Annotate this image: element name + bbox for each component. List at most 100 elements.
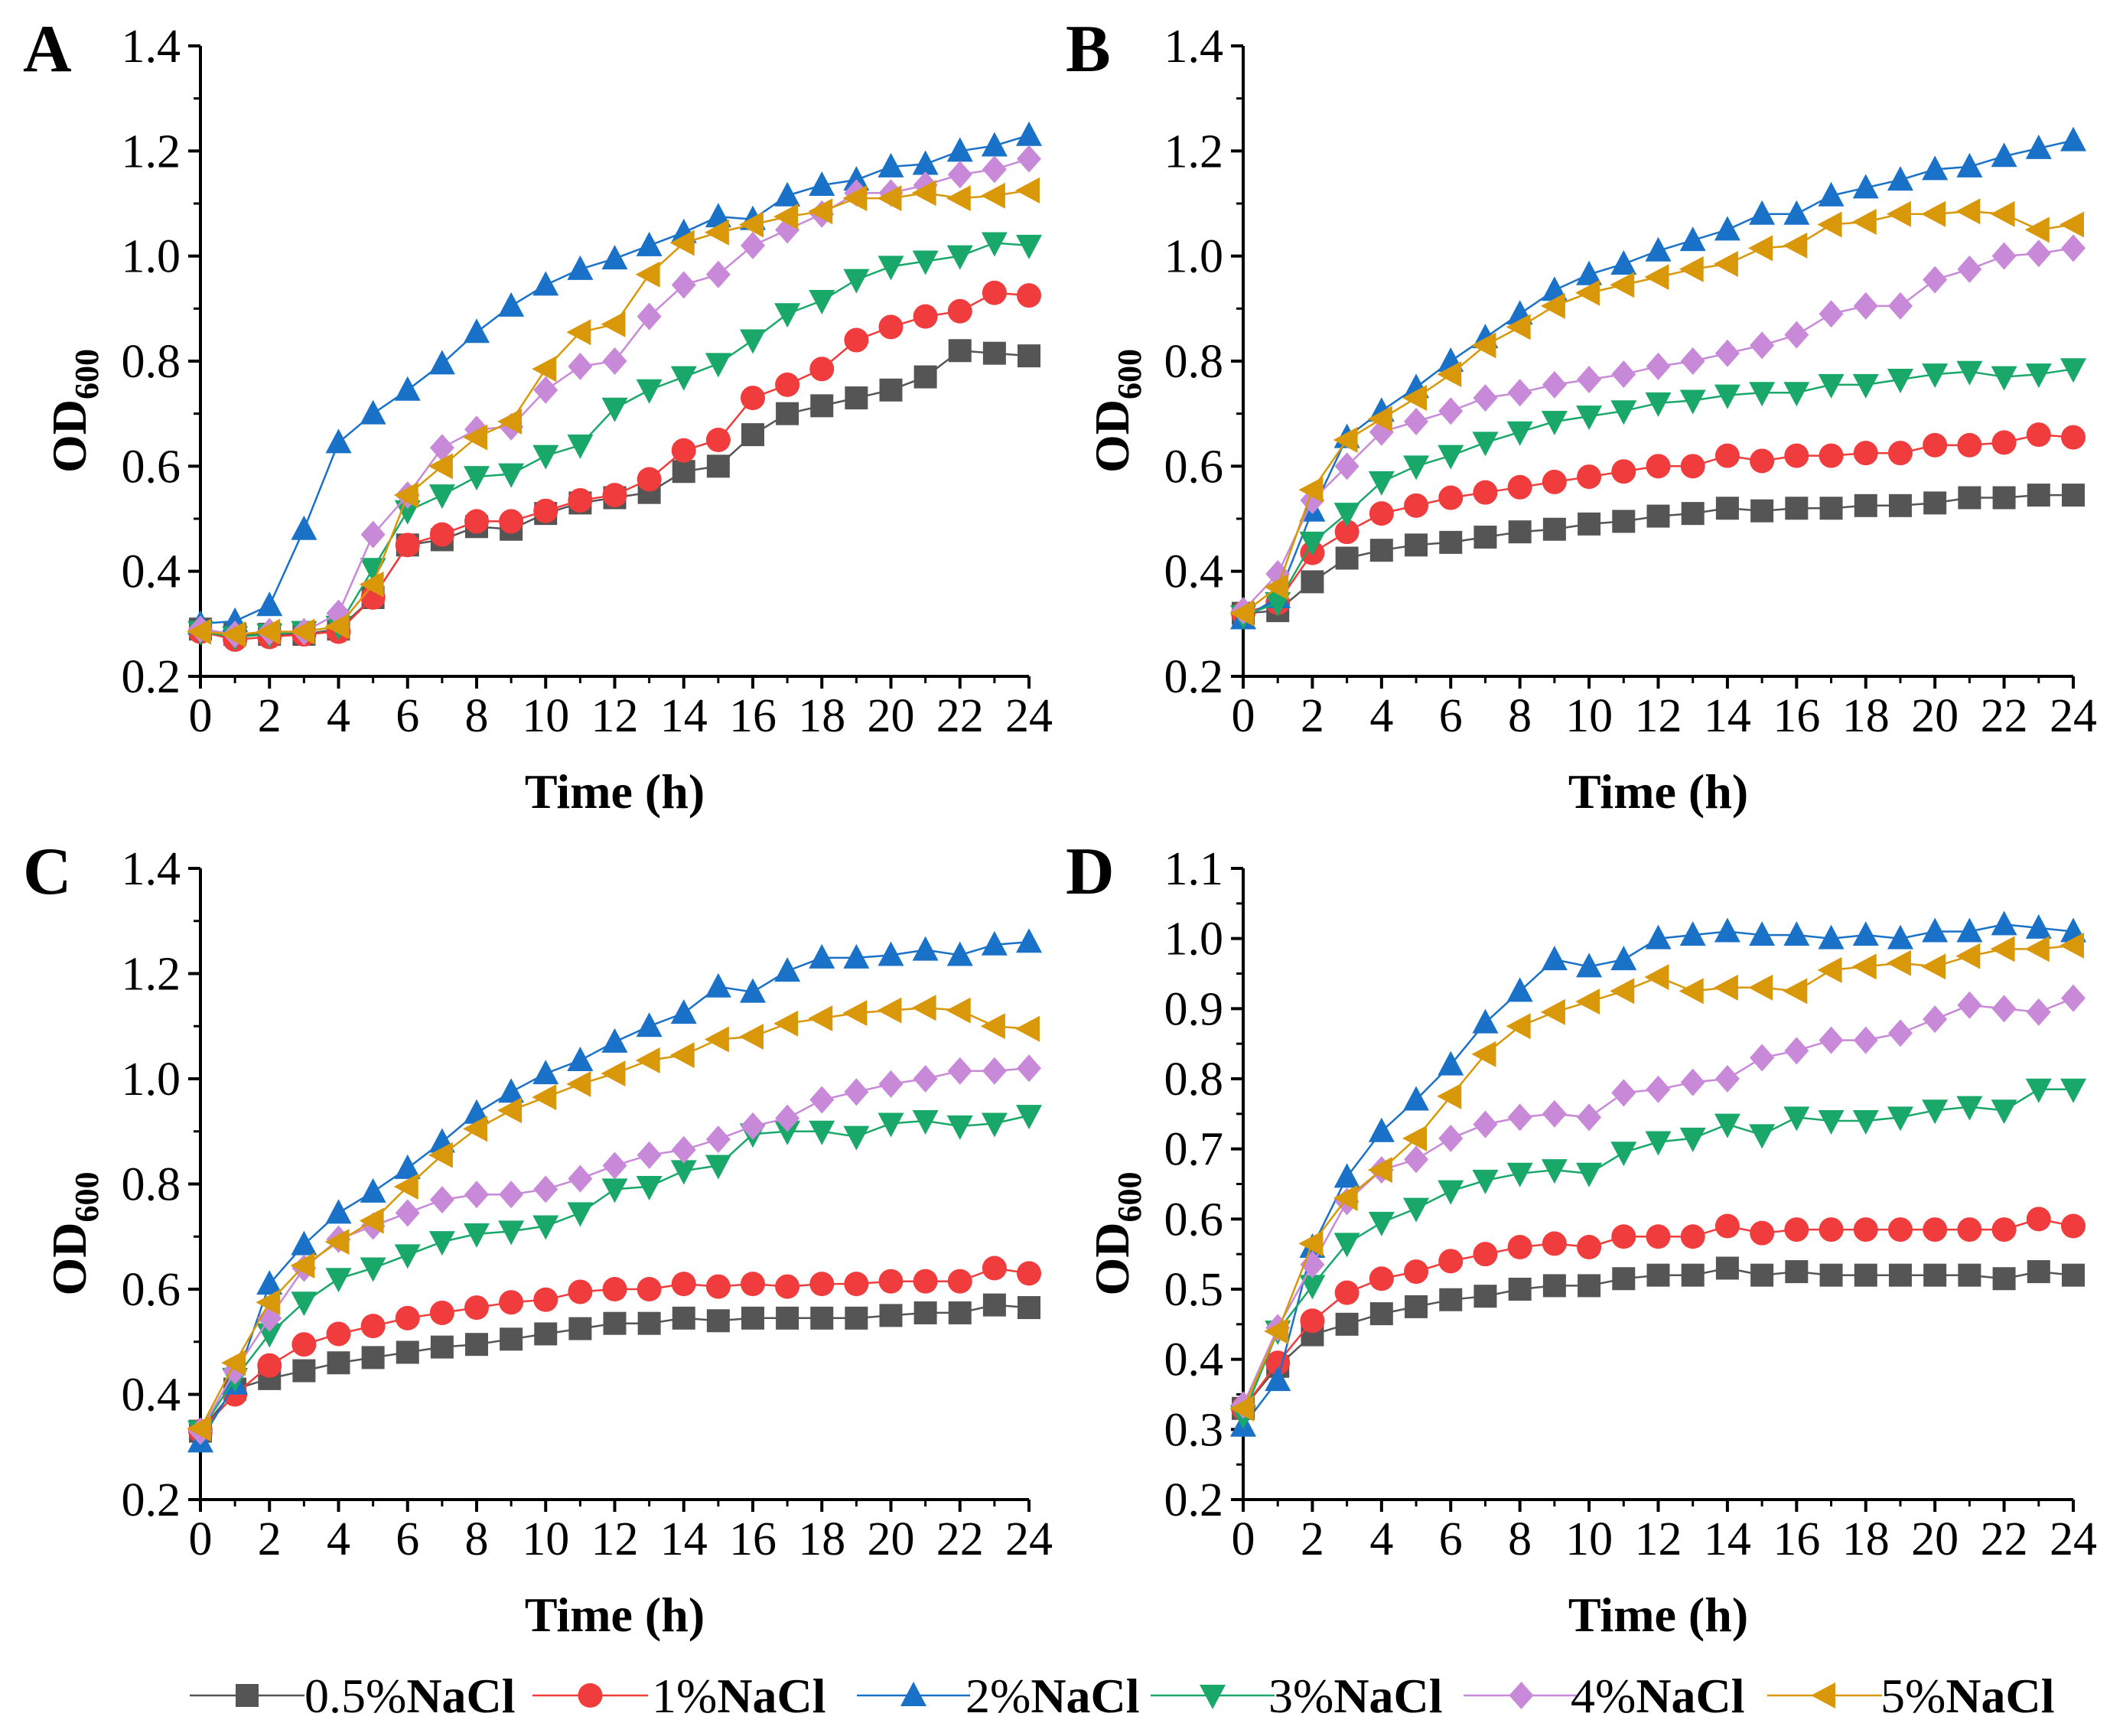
data-point	[670, 999, 697, 1024]
data-point	[1333, 1163, 1360, 1188]
data-point	[1471, 1041, 1496, 1067]
y-tick-label: 0.8	[122, 1159, 181, 1211]
data-point	[911, 995, 936, 1021]
data-point	[1438, 1180, 1464, 1205]
data-point	[878, 314, 904, 340]
data-point	[1646, 352, 1671, 380]
data-point	[1611, 360, 1636, 389]
legend-marker	[1509, 1682, 1534, 1709]
data-point	[1749, 921, 1776, 946]
x-tick-label: 24	[1005, 690, 1053, 742]
data-point	[845, 386, 868, 410]
data-point	[1958, 1263, 1981, 1287]
data-point	[1888, 1263, 1912, 1287]
data-point	[1853, 1026, 1878, 1054]
data-point	[1853, 1217, 1878, 1243]
data-point	[325, 1199, 352, 1224]
data-point	[671, 438, 696, 463]
data-point	[635, 1047, 660, 1073]
series-line	[1242, 247, 2074, 612]
data-point	[1541, 946, 1568, 971]
data-point	[1644, 964, 1669, 991]
data-point	[878, 941, 904, 966]
data-point	[291, 515, 317, 540]
data-point	[533, 1175, 558, 1203]
y-axis-title-subscript: 600	[1111, 1172, 1148, 1223]
data-point	[1784, 1217, 1809, 1243]
x-tick-label: 18	[1842, 690, 1890, 742]
legend-label-suffix: NaCl	[1333, 1669, 1442, 1723]
x-tick-label: 0	[1232, 690, 1255, 742]
data-point	[741, 1272, 765, 1297]
data-point	[1016, 121, 1042, 146]
data-point	[774, 181, 801, 207]
data-point	[1886, 949, 1911, 976]
data-point	[1018, 1296, 1040, 1320]
data-point	[498, 1078, 525, 1103]
data-point	[1922, 1099, 1949, 1125]
data-point	[567, 255, 594, 280]
data-point	[671, 1135, 696, 1164]
data-point	[464, 466, 490, 491]
data-point	[2024, 936, 2050, 962]
data-point	[1957, 432, 1982, 458]
data-point	[1576, 1162, 1603, 1187]
y-tick-label: 1.2	[122, 125, 181, 178]
chart-panel-a: 0.20.40.60.81.01.21.40 2 4 6 8 10 12 14 16 18 20 22…	[23, 12, 1053, 819]
data-point	[1334, 1280, 1359, 1305]
data-point	[1015, 177, 1040, 204]
data-point	[670, 1160, 697, 1185]
data-point	[1229, 1395, 1254, 1422]
data-point	[1887, 1019, 1913, 1047]
series-1nacl	[188, 280, 1041, 652]
data-point	[878, 1070, 904, 1098]
data-point	[465, 1333, 488, 1357]
x-tick-label: 18	[798, 690, 845, 742]
data-point	[2062, 484, 2085, 507]
data-point	[463, 1116, 487, 1142]
data-point	[1542, 1231, 1567, 1256]
data-point	[877, 185, 902, 212]
data-point	[1887, 1217, 1913, 1243]
legend-label-suffix: NaCl	[1946, 1669, 2054, 1723]
legend-marker	[1811, 1682, 1835, 1708]
data-point	[1473, 384, 1498, 412]
x-tick-label: 16	[729, 690, 777, 742]
data-point	[1853, 292, 1878, 320]
legend-label: 2%NaCl	[965, 1669, 1140, 1723]
data-point	[532, 271, 559, 296]
data-point	[1578, 512, 1601, 536]
data-point	[740, 329, 766, 354]
data-point	[1299, 531, 1326, 556]
data-point	[705, 203, 731, 228]
data-point	[430, 1335, 454, 1359]
y-axis-title-subscript: 600	[68, 349, 106, 399]
data-point	[912, 250, 939, 275]
data-point	[671, 1272, 696, 1297]
data-point	[947, 1269, 972, 1294]
data-point	[879, 378, 903, 402]
data-point	[533, 498, 558, 523]
x-tick-label: 2	[1301, 690, 1324, 742]
data-point	[1957, 991, 1982, 1019]
data-point	[2025, 134, 2052, 159]
data-point	[291, 1332, 317, 1357]
data-point	[1819, 1026, 1844, 1054]
data-point	[601, 245, 628, 270]
data-point	[1577, 464, 1602, 490]
data-point	[1818, 1110, 1845, 1135]
data-point	[774, 957, 801, 982]
x-tick-label: 22	[1981, 1513, 2028, 1565]
data-point	[463, 424, 487, 451]
y-tick-label: 0.4	[1164, 546, 1224, 598]
chart-panel-c: 0.20.40.60.81.01.21.40 2 4 6 8 10 12 14 16 18 20 22…	[23, 835, 1053, 1642]
x-tick-label: 6	[1439, 1513, 1463, 1565]
y-tick-label: 0.2	[1164, 651, 1224, 703]
data-point	[360, 520, 386, 549]
data-point	[1335, 546, 1359, 570]
data-point	[1404, 1259, 1429, 1285]
data-point	[1992, 1267, 2016, 1291]
data-point	[636, 1175, 663, 1200]
y-tick-label: 0.2	[122, 1474, 181, 1526]
data-point	[1783, 382, 1810, 407]
